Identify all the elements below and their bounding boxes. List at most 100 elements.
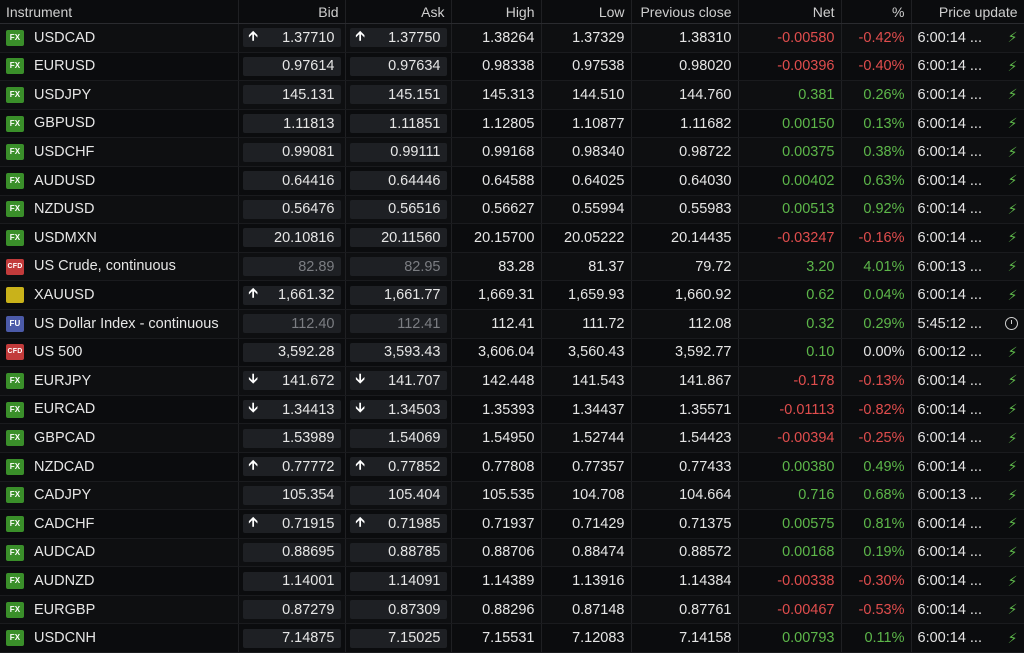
bid-cell[interactable]: 105.354 bbox=[238, 481, 346, 511]
table-row[interactable]: FX NZDCAD 🡩 0.77772 🡩 0.77852 0.77808 0.77357 0.… bbox=[0, 452, 1024, 482]
instrument-cell[interactable]: FX USDCNH bbox=[0, 623, 239, 653]
ask-cell[interactable]: 0.99111 bbox=[345, 137, 452, 167]
ask-cell[interactable]: 82.95 bbox=[345, 252, 452, 282]
ask-button[interactable]: 🡫 1.34503 bbox=[349, 400, 447, 420]
instrument-cell[interactable]: FX USDJPY bbox=[0, 80, 239, 110]
ask-cell[interactable]: 105.404 bbox=[345, 481, 452, 511]
bid-cell[interactable]: 🡩 0.71915 bbox=[238, 509, 346, 539]
bid-button[interactable]: 🡫 141.672 bbox=[242, 371, 341, 391]
bid-button[interactable]: 1.14001 bbox=[242, 571, 341, 591]
header-net[interactable]: Net bbox=[738, 0, 842, 24]
table-row[interactable]: FX GBPUSD 1.11813 1.11851 1.12805 1.10877 1.11… bbox=[0, 109, 1024, 139]
ask-button[interactable]: 112.41 bbox=[349, 314, 447, 334]
ask-cell[interactable]: 🡫 1.34503 bbox=[345, 395, 452, 425]
ask-button[interactable]: 🡩 0.71985 bbox=[349, 514, 447, 534]
bid-button[interactable]: 0.87279 bbox=[242, 600, 341, 620]
bid-button[interactable]: 0.88695 bbox=[242, 542, 341, 562]
bid-button[interactable]: 0.64416 bbox=[242, 171, 341, 191]
bid-cell[interactable]: 0.99081 bbox=[238, 137, 346, 167]
bid-button[interactable]: 0.97614 bbox=[242, 56, 341, 76]
bid-button[interactable]: 🡫 1.34413 bbox=[242, 400, 341, 420]
instrument-cell[interactable]: CFD US Crude, continuous bbox=[0, 252, 239, 282]
ask-cell[interactable]: 1.54069 bbox=[345, 423, 452, 453]
instrument-cell[interactable]: FX EURJPY bbox=[0, 366, 239, 396]
header-ask[interactable]: Ask bbox=[345, 0, 452, 24]
table-row[interactable]: FX CADJPY 105.354 105.404 105.535 104.708 104.… bbox=[0, 481, 1024, 511]
instrument-cell[interactable]: FX GBPUSD bbox=[0, 109, 239, 139]
table-row[interactable]: FX AUDNZD 1.14001 1.14091 1.14389 1.13916 1.14… bbox=[0, 566, 1024, 596]
header-price-update[interactable]: Price update bbox=[911, 0, 1024, 24]
instrument-cell[interactable]: FX EURUSD bbox=[0, 52, 239, 82]
ask-button[interactable]: 0.99111 bbox=[349, 142, 447, 162]
instrument-cell[interactable]: FX AUDUSD bbox=[0, 166, 239, 196]
ask-cell[interactable]: 🡩 0.71985 bbox=[345, 509, 452, 539]
ask-button[interactable]: 0.64446 bbox=[349, 171, 447, 191]
ask-button[interactable]: 7.15025 bbox=[349, 628, 447, 648]
instrument-cell[interactable]: FX USDCAD bbox=[0, 23, 239, 53]
bid-button[interactable]: 145.131 bbox=[242, 85, 341, 105]
header-bid[interactable]: Bid bbox=[238, 0, 346, 24]
bid-button[interactable]: 7.14875 bbox=[242, 628, 341, 648]
ask-button[interactable]: 🡫 141.707 bbox=[349, 371, 447, 391]
header-low[interactable]: Low bbox=[541, 0, 632, 24]
instrument-cell[interactable]: CFD US 500 bbox=[0, 338, 239, 368]
ask-button[interactable]: 0.87309 bbox=[349, 600, 447, 620]
instrument-cell[interactable]: FX AUDNZD bbox=[0, 566, 239, 596]
bid-cell[interactable]: 1.11813 bbox=[238, 109, 346, 139]
bid-cell[interactable]: 0.88695 bbox=[238, 538, 346, 568]
bid-cell[interactable]: 1.14001 bbox=[238, 566, 346, 596]
bid-cell[interactable]: 🡩 1.37710 bbox=[238, 23, 346, 53]
table-row[interactable]: CFD US 500 3,592.28 3,593.43 3,606.04 3,560.4… bbox=[0, 338, 1024, 368]
bid-button[interactable]: 🡩 0.71915 bbox=[242, 514, 341, 534]
ask-cell[interactable]: 20.11560 bbox=[345, 223, 452, 253]
bid-button[interactable]: 🡩 0.77772 bbox=[242, 457, 341, 477]
ask-button[interactable]: 🡩 0.77852 bbox=[349, 457, 447, 477]
bid-button[interactable]: 1.53989 bbox=[242, 428, 341, 448]
instrument-cell[interactable]: XAUUSD bbox=[0, 280, 239, 310]
ask-button[interactable]: 105.404 bbox=[349, 485, 447, 505]
table-row[interactable]: XAUUSD 🡩 1,661.32 1,661.77 1,669.31 1,659.93 1… bbox=[0, 280, 1024, 310]
table-row[interactable]: FU US Dollar Index - continuous 112.40 112.… bbox=[0, 309, 1024, 339]
table-row[interactable]: FX AUDCAD 0.88695 0.88785 0.88706 0.88474 0.88… bbox=[0, 538, 1024, 568]
bid-cell[interactable]: 7.14875 bbox=[238, 623, 346, 653]
bid-button[interactable]: 105.354 bbox=[242, 485, 341, 505]
ask-cell[interactable]: 1.14091 bbox=[345, 566, 452, 596]
bid-cell[interactable]: 🡩 0.77772 bbox=[238, 452, 346, 482]
ask-button[interactable]: 82.95 bbox=[349, 257, 447, 277]
bid-cell[interactable]: 0.97614 bbox=[238, 52, 346, 82]
bid-button[interactable]: 3,592.28 bbox=[242, 342, 341, 362]
bid-button[interactable]: 🡩 1,661.32 bbox=[242, 285, 341, 305]
bid-cell[interactable]: 3,592.28 bbox=[238, 338, 346, 368]
ask-cell[interactable]: 🡩 1.37750 bbox=[345, 23, 452, 53]
table-row[interactable]: FX EURCAD 🡫 1.34413 🡫 1.34503 1.35393 1.34437 1.… bbox=[0, 395, 1024, 425]
bid-button[interactable]: 82.89 bbox=[242, 257, 341, 277]
ask-cell[interactable]: 0.97634 bbox=[345, 52, 452, 82]
table-row[interactable]: FX EURJPY 🡫 141.672 🡫 141.707 142.448 141.543 14… bbox=[0, 366, 1024, 396]
bid-cell[interactable]: 82.89 bbox=[238, 252, 346, 282]
bid-button[interactable]: 20.10816 bbox=[242, 228, 341, 248]
bid-button[interactable]: 1.11813 bbox=[242, 114, 341, 134]
ask-cell[interactable]: 7.15025 bbox=[345, 623, 452, 653]
bid-button[interactable]: 0.56476 bbox=[242, 199, 341, 219]
table-row[interactable]: CFD US Crude, continuous 82.89 82.95 83.28 81… bbox=[0, 252, 1024, 282]
ask-cell[interactable]: 112.41 bbox=[345, 309, 452, 339]
bid-button[interactable]: 🡩 1.37710 bbox=[242, 28, 341, 48]
bid-cell[interactable]: 0.56476 bbox=[238, 195, 346, 225]
table-row[interactable]: FX USDCAD 🡩 1.37710 🡩 1.37750 1.38264 1.37329 1.… bbox=[0, 23, 1024, 53]
ask-cell[interactable]: 0.56516 bbox=[345, 195, 452, 225]
ask-button[interactable]: 1.54069 bbox=[349, 428, 447, 448]
bid-cell[interactable]: 🡩 1,661.32 bbox=[238, 280, 346, 310]
bid-cell[interactable]: 🡫 141.672 bbox=[238, 366, 346, 396]
instrument-cell[interactable]: FX EURCAD bbox=[0, 395, 239, 425]
ask-button[interactable]: 145.151 bbox=[349, 85, 447, 105]
ask-button[interactable]: 3,593.43 bbox=[349, 342, 447, 362]
bid-cell[interactable]: 0.87279 bbox=[238, 595, 346, 625]
ask-cell[interactable]: 145.151 bbox=[345, 80, 452, 110]
table-row[interactable]: FX USDMXN 20.10816 20.11560 20.15700 20.05222… bbox=[0, 223, 1024, 253]
instrument-cell[interactable]: FX AUDCAD bbox=[0, 538, 239, 568]
instrument-cell[interactable]: FX CADCHF bbox=[0, 509, 239, 539]
ask-button[interactable]: 1.14091 bbox=[349, 571, 447, 591]
table-row[interactable]: FX USDCHF 0.99081 0.99111 0.99168 0.98340 0.98… bbox=[0, 137, 1024, 167]
table-row[interactable]: FX GBPCAD 1.53989 1.54069 1.54950 1.52744 1.54… bbox=[0, 423, 1024, 453]
ask-cell[interactable]: 1.11851 bbox=[345, 109, 452, 139]
